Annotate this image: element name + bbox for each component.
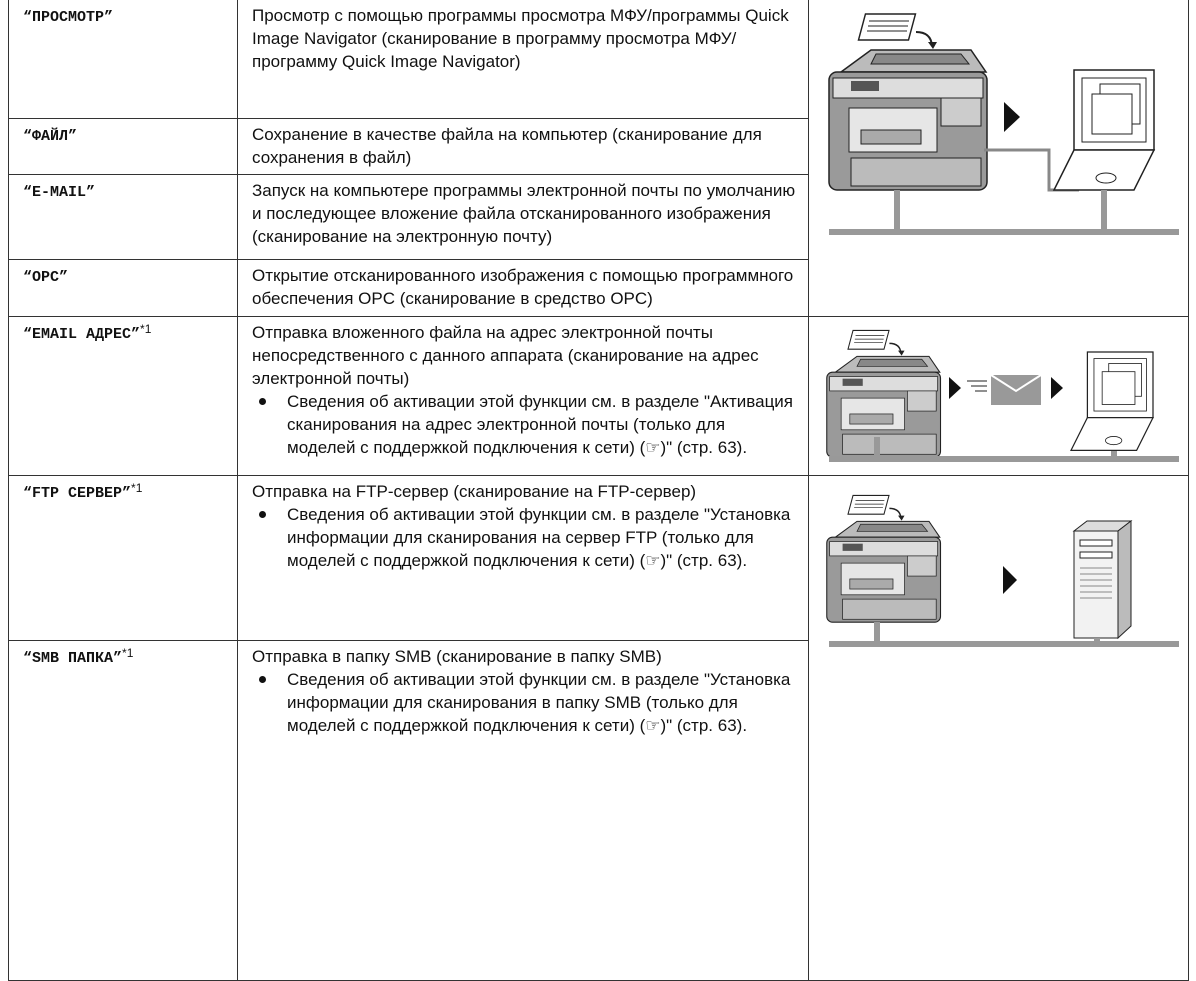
arrow xyxy=(949,377,961,399)
arrow xyxy=(1004,102,1020,132)
network-line xyxy=(829,622,1179,647)
row: “SMB ПАПКА”*1 Отправка в папку SMB (скан… xyxy=(8,640,1189,981)
row: “ФАЙЛ” Сохранение в качестве файла на ко… xyxy=(8,118,1189,175)
footnote-mark: *1 xyxy=(131,481,143,495)
printer-icon xyxy=(828,13,988,191)
mode-cell: “EMAIL АДРЕС”*1 xyxy=(8,316,238,476)
bullet-text: Сведения об активации этой функции см. в… xyxy=(287,505,791,570)
printer-icon xyxy=(826,494,942,623)
row: “OPC” Открытие отсканированного изображе… xyxy=(8,259,1189,317)
footnote-mark: *1 xyxy=(122,646,134,660)
bullet-dot xyxy=(259,676,266,683)
description: Открытие отсканированного изображения с … xyxy=(252,266,794,308)
printer-icon xyxy=(826,329,942,458)
speed-lines xyxy=(967,380,987,392)
mode: “FTP СЕРВЕР” xyxy=(23,485,132,502)
illustration-cell xyxy=(808,475,1189,981)
description-cell: Отправка в папку SMB (сканирование в пап… xyxy=(237,640,809,981)
network-line xyxy=(829,437,1179,462)
description: Отправка вложенного файла на адрес элект… xyxy=(252,323,759,388)
description-cell: Запуск на компьютере программы электронн… xyxy=(237,174,809,260)
bullet-item: Сведения об активации этой функции см. в… xyxy=(252,503,798,572)
mode-cell: “FTP СЕРВЕР”*1 xyxy=(8,475,238,641)
illustration-cell xyxy=(808,0,1189,317)
mode: “OPC” xyxy=(23,269,69,286)
description-cell: Открытие отсканированного изображения с … xyxy=(237,259,809,317)
mode-cell: “OPC” xyxy=(8,259,238,317)
bullet-dot xyxy=(259,511,266,518)
mode: “ПРОСМОТР” xyxy=(23,9,114,26)
arrow xyxy=(1003,566,1017,594)
row: “FTP СЕРВЕР”*1 Отправка на FTP-сервер (с… xyxy=(8,475,1189,981)
email-scan-illustration xyxy=(826,329,1179,462)
mode-cell: “ПРОСМОТР” xyxy=(8,0,238,119)
illustration-cell xyxy=(808,316,1189,476)
bullet-text: Сведения об активации этой функции см. в… xyxy=(287,392,794,457)
description-cell: Отправка вложенного файла на адрес элект… xyxy=(237,316,809,476)
arrow xyxy=(1051,377,1063,399)
network-line xyxy=(829,190,1179,235)
bullet-item: Сведения об активации этой функции см. в… xyxy=(252,668,798,737)
laptop-icon xyxy=(1070,351,1154,452)
mode-cell: “ФАЙЛ” xyxy=(8,118,238,175)
mode: “SMB ПАПКА” xyxy=(23,650,123,667)
bullet-dot xyxy=(259,398,266,405)
scan-mode-table: “ПРОСМОТР” Просмотр с помощью программы … xyxy=(8,0,1189,981)
description: Отправка в папку SMB (сканирование в пап… xyxy=(252,647,662,666)
laptop-icon xyxy=(1053,69,1155,191)
server-icon xyxy=(1072,519,1133,640)
description-cell: Отправка на FTP-сервер (сканирование на … xyxy=(237,475,809,641)
description-cell: Просмотр с помощью программы просмотра М… xyxy=(237,0,809,119)
bullet-text: Сведения об активации этой функции см. в… xyxy=(287,670,791,735)
description: Просмотр с помощью программы просмотра М… xyxy=(252,6,789,71)
row: “ПРОСМОТР” Просмотр с помощью программы … xyxy=(8,0,1189,317)
bullet-item: Сведения об активации этой функции см. в… xyxy=(252,390,798,459)
description: Запуск на компьютере программы электронн… xyxy=(252,181,796,246)
pc-scan-illustration xyxy=(828,13,1179,235)
row: “EMAIL АДРЕС”*1 Отправка вложенного файл… xyxy=(8,316,1189,476)
mode: “E-MAIL” xyxy=(23,184,96,201)
mode-cell: “E-MAIL” xyxy=(8,174,238,260)
description: Отправка на FTP-сервер (сканирование на … xyxy=(252,482,697,501)
description-cell: Сохранение в качестве файла на компьютер… xyxy=(237,118,809,175)
description: Сохранение в качестве файла на компьютер… xyxy=(252,125,762,167)
mode: “EMAIL АДРЕС” xyxy=(23,326,141,343)
mode: “ФАЙЛ” xyxy=(23,128,78,145)
mode-cell: “SMB ПАПКА”*1 xyxy=(8,640,238,981)
footnote-mark: *1 xyxy=(140,322,152,336)
server-scan-illustration xyxy=(826,494,1179,647)
